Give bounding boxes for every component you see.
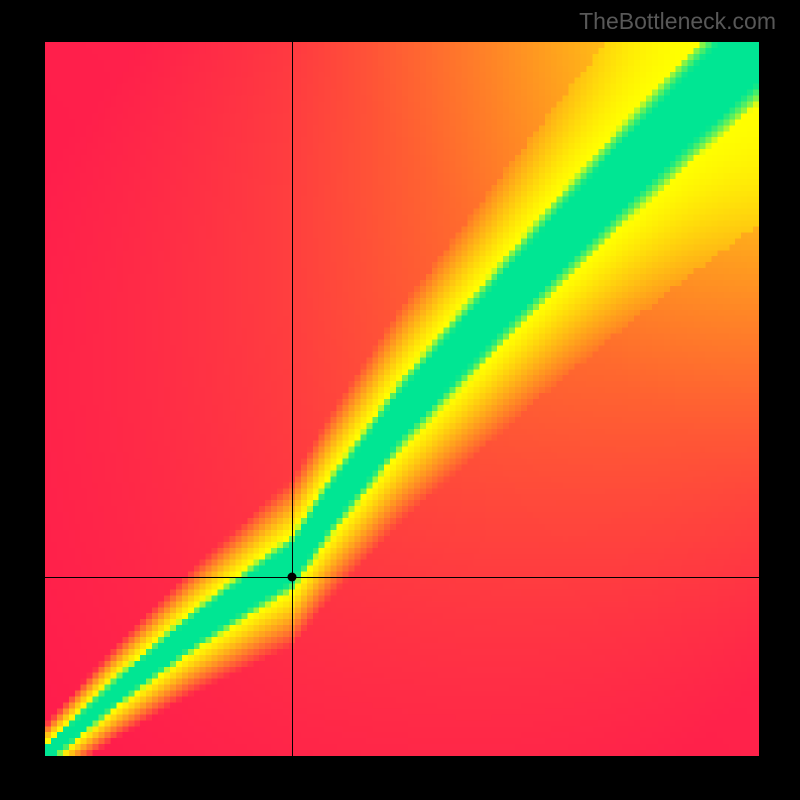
attribution-text: TheBottleneck.com xyxy=(579,8,776,35)
crosshair-marker xyxy=(288,572,297,581)
crosshair-vertical xyxy=(292,42,293,756)
heatmap-plot xyxy=(45,42,759,756)
crosshair-horizontal xyxy=(45,577,759,578)
heatmap-canvas xyxy=(45,42,759,756)
